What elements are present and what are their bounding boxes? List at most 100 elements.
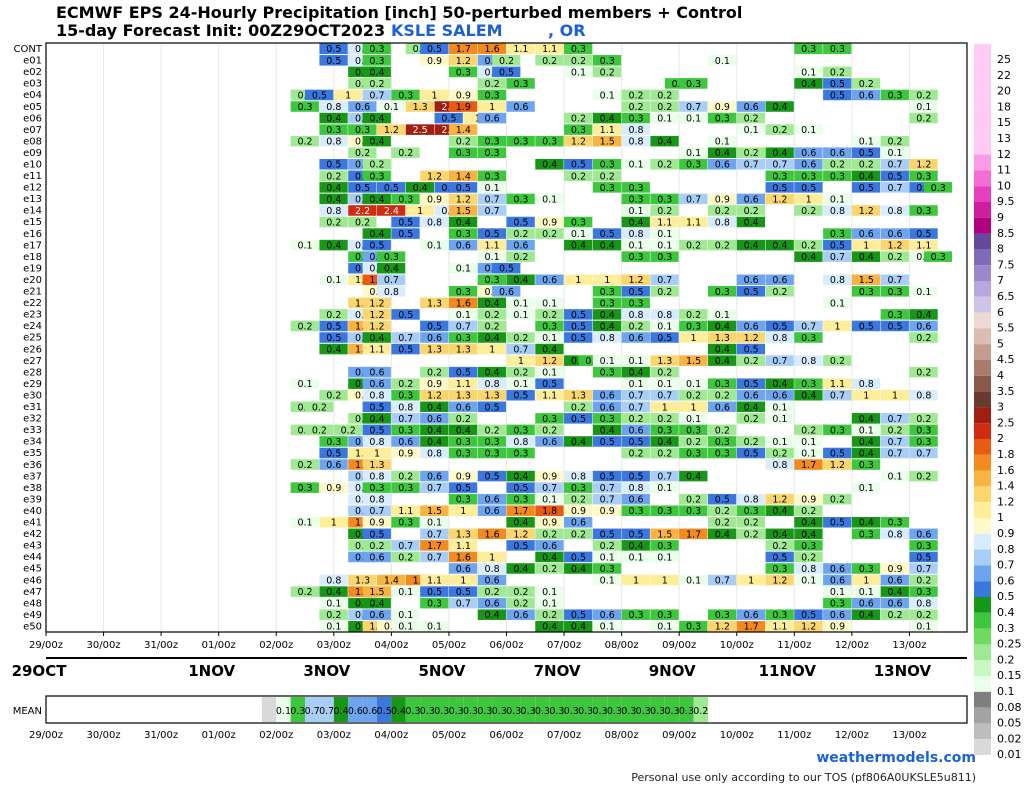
precip-cell <box>448 89 478 101</box>
precip-cell <box>348 55 377 66</box>
precip-value: 0.5 <box>715 495 730 506</box>
precip-cell <box>621 309 650 320</box>
precip-value: 0.3 <box>542 414 557 425</box>
precip-cell <box>823 609 852 620</box>
legend-value: 0.1 <box>997 685 1015 698</box>
precip-value: 0.8 <box>772 333 787 344</box>
precip-value: 0.6 <box>715 160 730 171</box>
precip-cell <box>909 286 938 297</box>
precip-cell <box>621 505 650 517</box>
precip-cell <box>851 586 881 597</box>
member-label: e13 <box>23 194 42 205</box>
precip-cell <box>621 389 650 401</box>
precip-value: 0.2 <box>600 171 615 182</box>
precip-value: 0.3 <box>600 56 615 67</box>
precip-cell <box>794 517 823 528</box>
precip-value: 0.5 <box>571 552 586 563</box>
precip-value: 0.1 <box>686 148 701 159</box>
precip-cell <box>391 228 420 239</box>
precip-cell <box>477 112 506 124</box>
precip-cell <box>794 574 823 586</box>
precip-value: 0.5 <box>600 437 615 448</box>
precip-value: 1 <box>806 194 812 205</box>
precip-value: 0.7 <box>600 495 615 506</box>
precip-value: 0.2 <box>571 114 586 125</box>
precip-cell <box>650 505 679 517</box>
legend-value: 22 <box>997 69 1011 82</box>
precip-cell <box>348 124 377 135</box>
precip-value: 0.5 <box>600 472 615 483</box>
precip-value: 1.5 <box>600 137 615 148</box>
precip-cell <box>564 493 593 505</box>
precip-value: 0.7 <box>542 483 557 494</box>
precip-value: 1.2 <box>456 194 471 205</box>
legend-value: 1 <box>997 511 1004 524</box>
precip-value: 0.5 <box>628 529 643 540</box>
precip-value: 1 <box>834 321 840 332</box>
precip-value: 0.1 <box>628 160 643 171</box>
precip-cell <box>564 320 593 332</box>
precip-cell <box>880 528 909 540</box>
precip-cell <box>348 343 377 355</box>
precip-cell <box>420 597 449 609</box>
precip-cell <box>391 551 420 563</box>
precip-value: 0.4 <box>326 194 341 205</box>
precip-cell <box>880 89 909 101</box>
precip-cell <box>420 320 449 332</box>
precip-cell <box>477 239 506 251</box>
precip-cell <box>736 320 766 332</box>
precip-cell <box>376 205 406 216</box>
precip-value: 0.3 <box>772 610 787 621</box>
precip-cell <box>707 309 737 320</box>
precip-cell <box>794 78 823 89</box>
precip-value: 0.5 <box>398 229 413 240</box>
precip-cell <box>506 216 535 228</box>
site-link[interactable]: weathermodels.com <box>816 750 976 766</box>
precip-value: 0.3 <box>398 425 413 436</box>
precip-cell <box>736 205 766 216</box>
member-label: e39 <box>23 494 42 505</box>
precip-value: 0.7 <box>887 437 902 448</box>
precip-value: 0.5 <box>513 483 528 494</box>
precip-cell <box>564 228 593 239</box>
precip-cell <box>794 528 823 540</box>
precip-cell <box>794 193 823 205</box>
precip-value: 0.9 <box>369 518 384 529</box>
precip-value: 0.6 <box>744 275 759 286</box>
precip-value: 0.4 <box>600 321 615 332</box>
precip-value: 0.2 <box>398 552 413 563</box>
precip-value: 0.4 <box>384 264 399 275</box>
precip-cell <box>420 528 449 540</box>
mean-cell <box>636 697 651 722</box>
mean-cell <box>592 697 608 722</box>
mean-value: 0.7 <box>319 706 334 717</box>
precip-value: 0.4 <box>657 137 672 148</box>
member-label: e33 <box>23 425 42 436</box>
precip-value: 0.2 <box>916 610 931 621</box>
precip-value: 0.2 <box>744 114 759 125</box>
precip-value: 0.2 <box>542 529 557 540</box>
precip-value: 0.1 <box>715 56 730 67</box>
precip-cell <box>621 320 650 332</box>
precip-value: 0.1 <box>542 333 557 344</box>
legend-swatch <box>974 439 991 455</box>
precip-value: 0.2 <box>571 495 586 506</box>
precip-cell <box>707 343 737 355</box>
precip-value: 0.3 <box>801 44 816 55</box>
precip-value: 1.4 <box>456 171 471 182</box>
chart-title: ECMWF EPS 24-Hourly Precipitation [inch]… <box>56 3 743 22</box>
precip-value: 0.4 <box>859 171 874 182</box>
precip-value: 0.9 <box>326 483 341 494</box>
precip-value: 0.5 <box>326 321 341 332</box>
precip-value: 0.8 <box>801 564 816 575</box>
precip-cell <box>348 78 377 89</box>
precip-value: 0.2 <box>686 437 701 448</box>
precip-value: 0.2 <box>628 90 643 101</box>
precip-cell <box>765 147 794 158</box>
precip-cell <box>535 320 564 332</box>
precip-value: 0.3 <box>916 206 931 217</box>
precip-cell <box>592 135 622 147</box>
precip-cell <box>592 355 622 366</box>
precip-cell <box>765 170 794 182</box>
precip-value: 0.9 <box>887 564 902 575</box>
